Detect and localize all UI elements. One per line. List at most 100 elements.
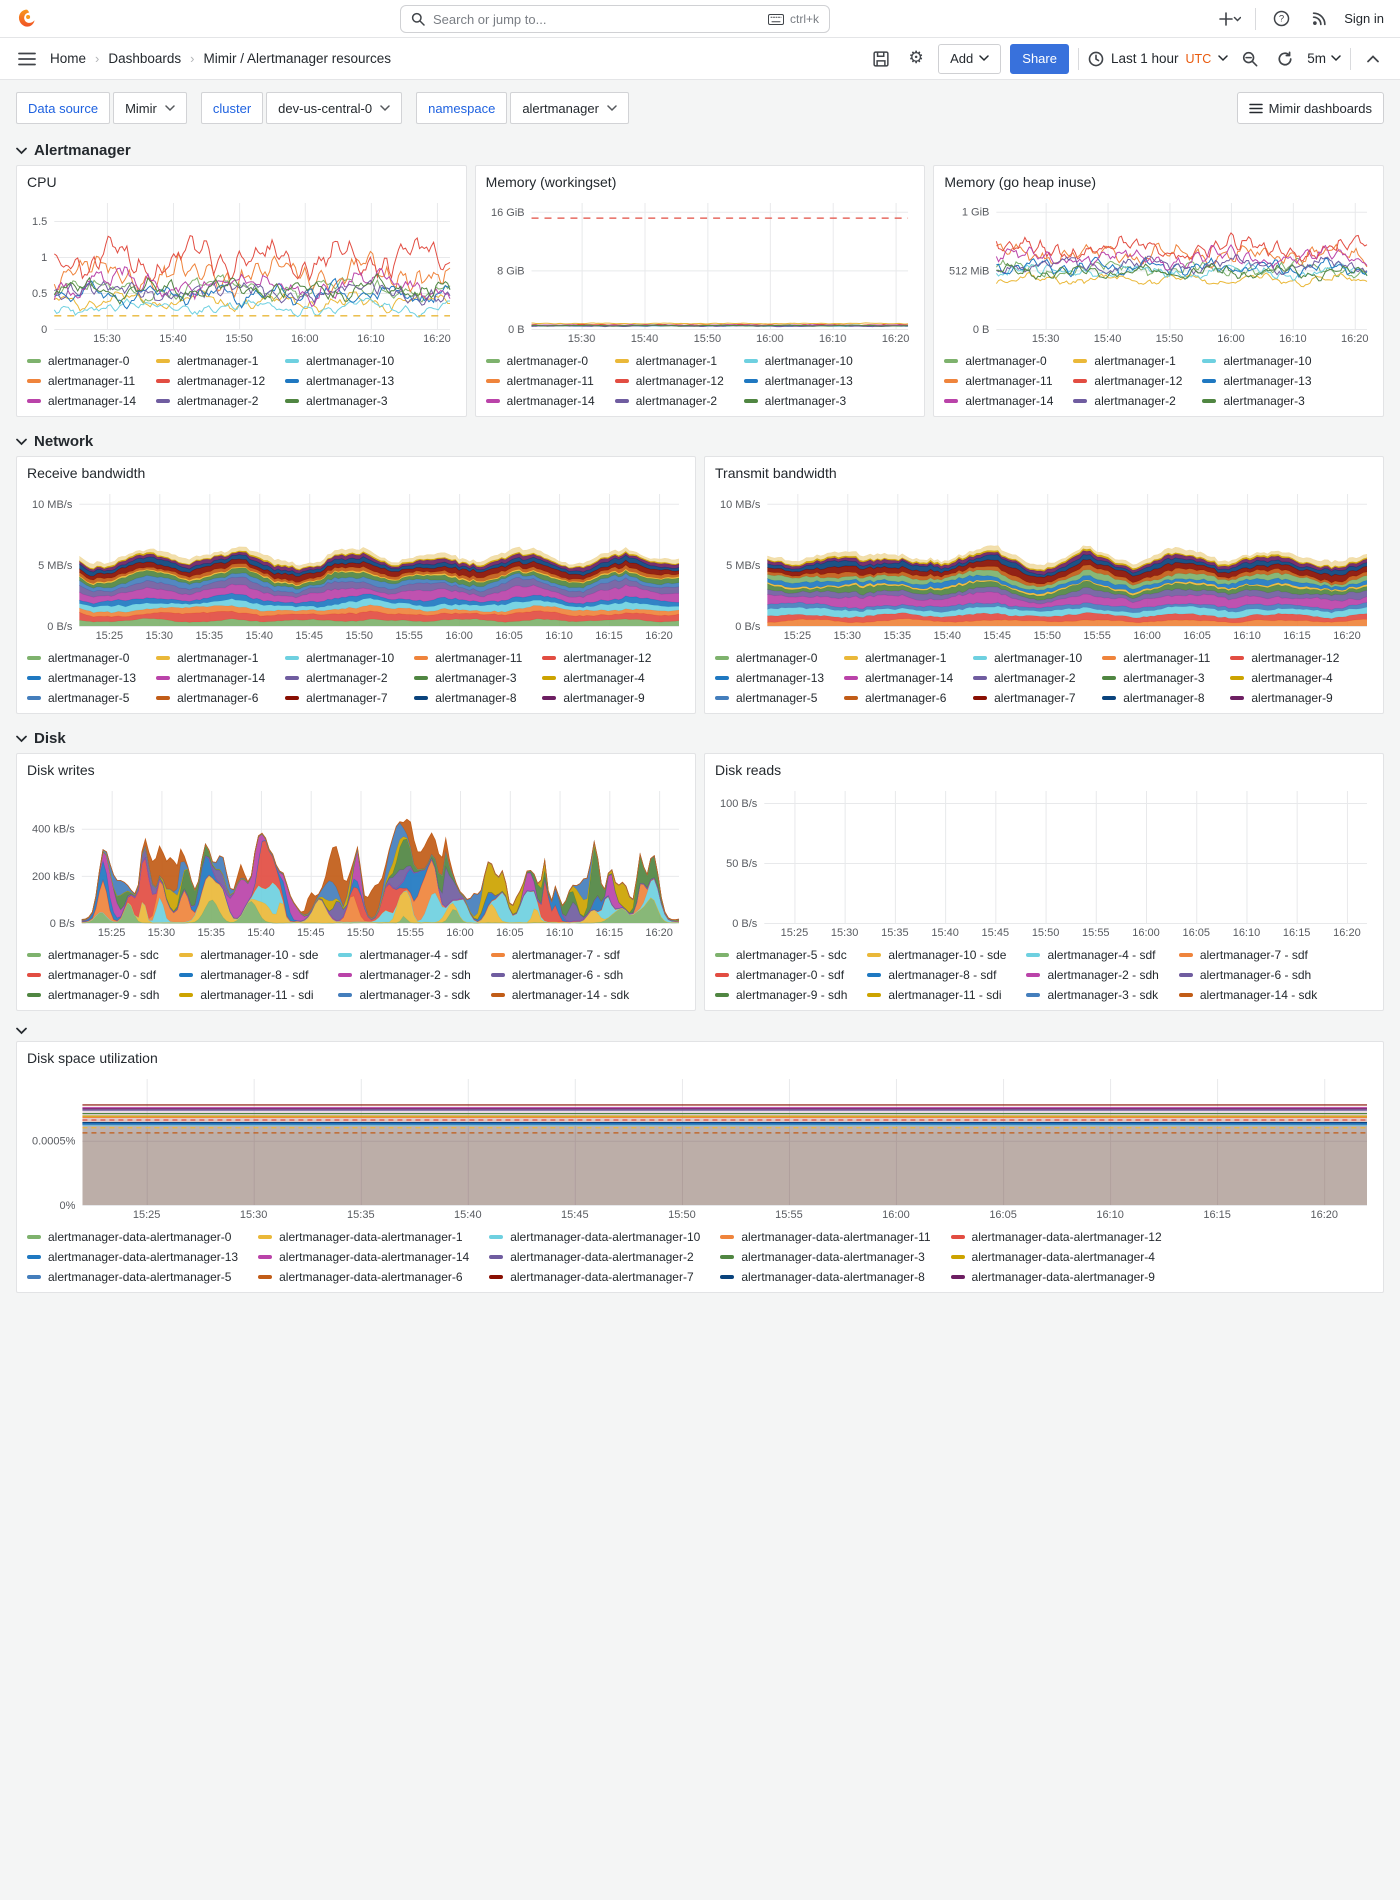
- legend-item[interactable]: alertmanager-14: [27, 394, 136, 408]
- legend-item[interactable]: alertmanager-2 - sdh: [338, 968, 471, 982]
- legend-item[interactable]: alertmanager-6 - sdh: [1178, 968, 1317, 982]
- legend-item[interactable]: alertmanager-1: [156, 651, 265, 665]
- legend-item[interactable]: alertmanager-7 - sdf: [490, 948, 629, 962]
- legend-item[interactable]: alertmanager-1: [844, 651, 953, 665]
- chart-canvas[interactable]: [27, 196, 456, 346]
- legend-item[interactable]: alertmanager-13: [27, 671, 136, 685]
- legend-item[interactable]: alertmanager-6: [844, 691, 953, 705]
- legend-item[interactable]: alertmanager-11: [27, 374, 136, 388]
- filter-label[interactable]: namespace: [416, 92, 508, 124]
- section-header-alertmanager[interactable]: Alertmanager: [0, 134, 1400, 165]
- legend-item[interactable]: alertmanager-5: [27, 691, 136, 705]
- add-button[interactable]: Add: [938, 43, 1002, 74]
- legend-item[interactable]: alertmanager-10: [743, 354, 853, 368]
- legend-item[interactable]: alertmanager-10 - sde: [867, 948, 1006, 962]
- settings-gear-icon[interactable]: ⚙: [908, 48, 924, 68]
- legend-item[interactable]: alertmanager-10 - sde: [179, 948, 318, 962]
- panel-title[interactable]: Disk writes: [27, 762, 95, 778]
- legend-item[interactable]: alertmanager-3: [414, 671, 522, 685]
- mimir-dashboards-button[interactable]: Mimir dashboards: [1236, 92, 1384, 124]
- panel-title[interactable]: Memory (go heap inuse): [944, 174, 1097, 190]
- filter-value-dropdown[interactable]: alertmanager: [510, 92, 629, 124]
- menu-icon[interactable]: [14, 46, 40, 72]
- legend-item[interactable]: alertmanager-8: [1102, 691, 1210, 705]
- collapse-toolbar-icon[interactable]: [1360, 46, 1386, 72]
- legend-item[interactable]: alertmanager-13: [743, 374, 853, 388]
- refresh-interval-picker[interactable]: 5m: [1307, 44, 1341, 74]
- time-range-picker[interactable]: Last 1 hour UTC: [1088, 44, 1228, 74]
- panel-title[interactable]: Disk reads: [715, 762, 782, 778]
- legend-item[interactable]: alertmanager-12: [542, 651, 651, 665]
- legend-item[interactable]: alertmanager-1: [156, 354, 265, 368]
- filter-value-dropdown[interactable]: dev-us-central-0: [266, 92, 403, 124]
- legend-item[interactable]: alertmanager-14: [844, 671, 953, 685]
- legend-item[interactable]: alertmanager-10: [1202, 354, 1312, 368]
- legend-item[interactable]: alertmanager-6 - sdh: [490, 968, 629, 982]
- legend-item[interactable]: alertmanager-9: [1230, 691, 1339, 705]
- legend-item[interactable]: alertmanager-2: [614, 394, 724, 408]
- search-box[interactable]: ctrl+k: [400, 5, 830, 33]
- legend-item[interactable]: alertmanager-data-alertmanager-6: [258, 1270, 469, 1284]
- section-header-disk[interactable]: Disk: [0, 722, 1400, 753]
- legend-item[interactable]: alertmanager-9: [542, 691, 651, 705]
- legend-item[interactable]: alertmanager-9 - sdh: [715, 988, 847, 1002]
- legend-item[interactable]: alertmanager-14 - sdk: [490, 988, 629, 1002]
- chart-canvas[interactable]: [27, 1072, 1373, 1222]
- legend-item[interactable]: alertmanager-data-alertmanager-4: [950, 1250, 1162, 1264]
- legend-item[interactable]: alertmanager-0: [944, 354, 1053, 368]
- legend-item[interactable]: alertmanager-14 - sdk: [1178, 988, 1317, 1002]
- breadcrumb-dashboards[interactable]: Dashboards: [108, 51, 182, 66]
- legend-item[interactable]: alertmanager-2: [156, 394, 265, 408]
- legend-item[interactable]: alertmanager-7: [285, 691, 394, 705]
- refresh-icon[interactable]: [1272, 46, 1298, 72]
- share-button[interactable]: Share: [1010, 43, 1069, 74]
- legend-item[interactable]: alertmanager-13: [1202, 374, 1312, 388]
- legend-item[interactable]: alertmanager-12: [156, 374, 265, 388]
- legend-item[interactable]: alertmanager-12: [1073, 374, 1182, 388]
- filter-label[interactable]: cluster: [200, 92, 264, 124]
- chart-canvas[interactable]: [715, 784, 1373, 940]
- legend-item[interactable]: alertmanager-11 - sdi: [867, 988, 1006, 1002]
- legend-item[interactable]: alertmanager-data-alertmanager-10: [489, 1230, 700, 1244]
- legend-item[interactable]: alertmanager-data-alertmanager-8: [720, 1270, 930, 1284]
- legend-item[interactable]: alertmanager-4: [1230, 671, 1339, 685]
- legend-item[interactable]: alertmanager-data-alertmanager-13: [27, 1250, 238, 1264]
- filter-label[interactable]: Data source: [16, 92, 111, 124]
- legend-item[interactable]: alertmanager-data-alertmanager-1: [258, 1230, 469, 1244]
- chart-canvas[interactable]: [27, 784, 685, 940]
- chart-canvas[interactable]: [944, 196, 1374, 346]
- legend-item[interactable]: alertmanager-data-alertmanager-14: [258, 1250, 469, 1264]
- legend-item[interactable]: alertmanager-10: [285, 354, 394, 368]
- legend-item[interactable]: alertmanager-2: [973, 671, 1082, 685]
- legend-item[interactable]: alertmanager-data-alertmanager-12: [950, 1230, 1162, 1244]
- legend-item[interactable]: alertmanager-0: [715, 651, 824, 665]
- news-rss-icon[interactable]: [1306, 6, 1332, 32]
- legend-item[interactable]: alertmanager-3: [1102, 671, 1210, 685]
- chart-canvas[interactable]: [485, 196, 915, 346]
- breadcrumb-home[interactable]: Home: [50, 51, 87, 66]
- legend-item[interactable]: alertmanager-2: [1073, 394, 1182, 408]
- legend-item[interactable]: alertmanager-5 - sdc: [715, 948, 847, 962]
- legend-item[interactable]: alertmanager-3 - sdk: [1026, 988, 1158, 1002]
- legend-item[interactable]: alertmanager-0: [27, 354, 136, 368]
- legend-item[interactable]: alertmanager-data-alertmanager-0: [27, 1230, 238, 1244]
- legend-item[interactable]: alertmanager-10: [973, 651, 1082, 665]
- legend-item[interactable]: alertmanager-4 - sdf: [338, 948, 470, 962]
- sign-in-link[interactable]: Sign in: [1344, 11, 1384, 26]
- legend-item[interactable]: alertmanager-2 - sdh: [1026, 968, 1159, 982]
- legend-item[interactable]: alertmanager-14: [156, 671, 265, 685]
- legend-item[interactable]: alertmanager-8 - sdf: [179, 968, 318, 982]
- legend-item[interactable]: alertmanager-data-alertmanager-3: [720, 1250, 930, 1264]
- help-icon[interactable]: ?: [1268, 6, 1294, 32]
- legend-item[interactable]: alertmanager-4 - sdf: [1026, 948, 1158, 962]
- search-input[interactable]: [433, 11, 760, 27]
- legend-item[interactable]: alertmanager-14: [485, 394, 595, 408]
- legend-item[interactable]: alertmanager-data-alertmanager-11: [720, 1230, 931, 1244]
- legend-item[interactable]: alertmanager-3: [743, 394, 853, 408]
- panel-title[interactable]: Memory (workingset): [485, 174, 617, 190]
- legend-item[interactable]: alertmanager-data-alertmanager-2: [489, 1250, 700, 1264]
- legend-item[interactable]: alertmanager-0: [485, 354, 595, 368]
- panel-title[interactable]: CPU: [27, 174, 57, 190]
- save-dashboard-icon[interactable]: [868, 46, 894, 72]
- zoom-out-icon[interactable]: [1237, 46, 1263, 72]
